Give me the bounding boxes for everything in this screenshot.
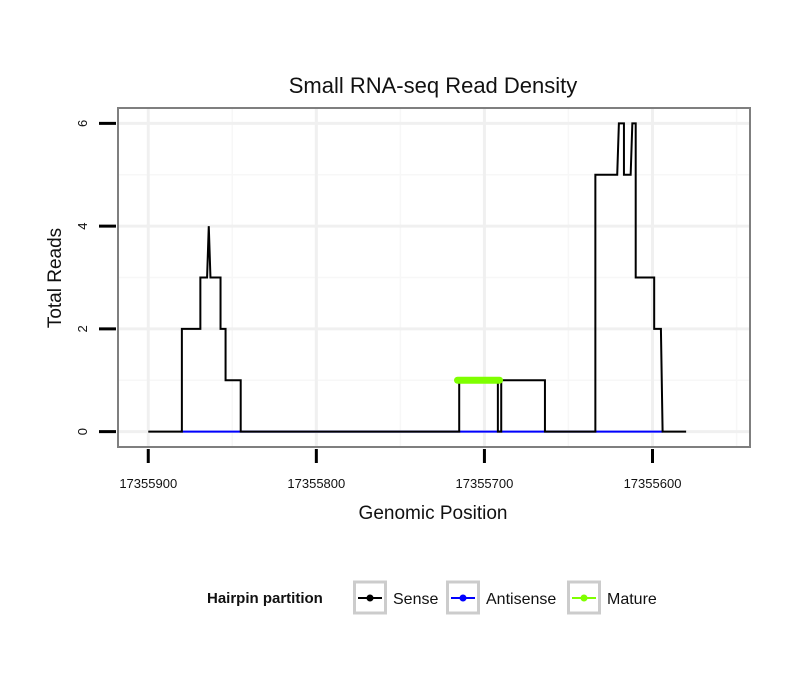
legend-key-dot	[366, 594, 374, 602]
series-layer	[148, 122, 687, 433]
legend-key-dot	[459, 594, 467, 602]
legend: Hairpin partition Sense Antisense Mature	[207, 580, 657, 615]
legend-label-mature: Mature	[607, 591, 657, 608]
y-tick-label: 6	[75, 120, 90, 127]
y-tick-label: 2	[75, 325, 90, 332]
x-axis: 17355900 17355800 17355700 17355600	[119, 449, 681, 491]
x-tick-label: 17355700	[456, 476, 514, 491]
y-axis-title: Total Reads	[45, 228, 66, 328]
x-tick-label: 17355800	[287, 476, 345, 491]
legend-label-sense: Sense	[393, 591, 438, 608]
series-line-sense	[148, 122, 687, 433]
y-axis: 0 2 4 6	[75, 120, 116, 435]
plot-border	[117, 107, 751, 448]
y-tick-label: 0	[75, 428, 90, 435]
x-axis-title: Genomic Position	[359, 503, 508, 524]
legend-title: Hairpin partition	[207, 590, 323, 607]
chart-title: Small RNA-seq Read Density	[289, 73, 578, 98]
x-tick-label: 17355600	[624, 476, 682, 491]
y-tick-label: 4	[75, 222, 90, 229]
legend-key-dot	[580, 594, 588, 602]
x-tick-label: 17355900	[119, 476, 177, 491]
legend-label-antisense: Antisense	[486, 591, 556, 608]
